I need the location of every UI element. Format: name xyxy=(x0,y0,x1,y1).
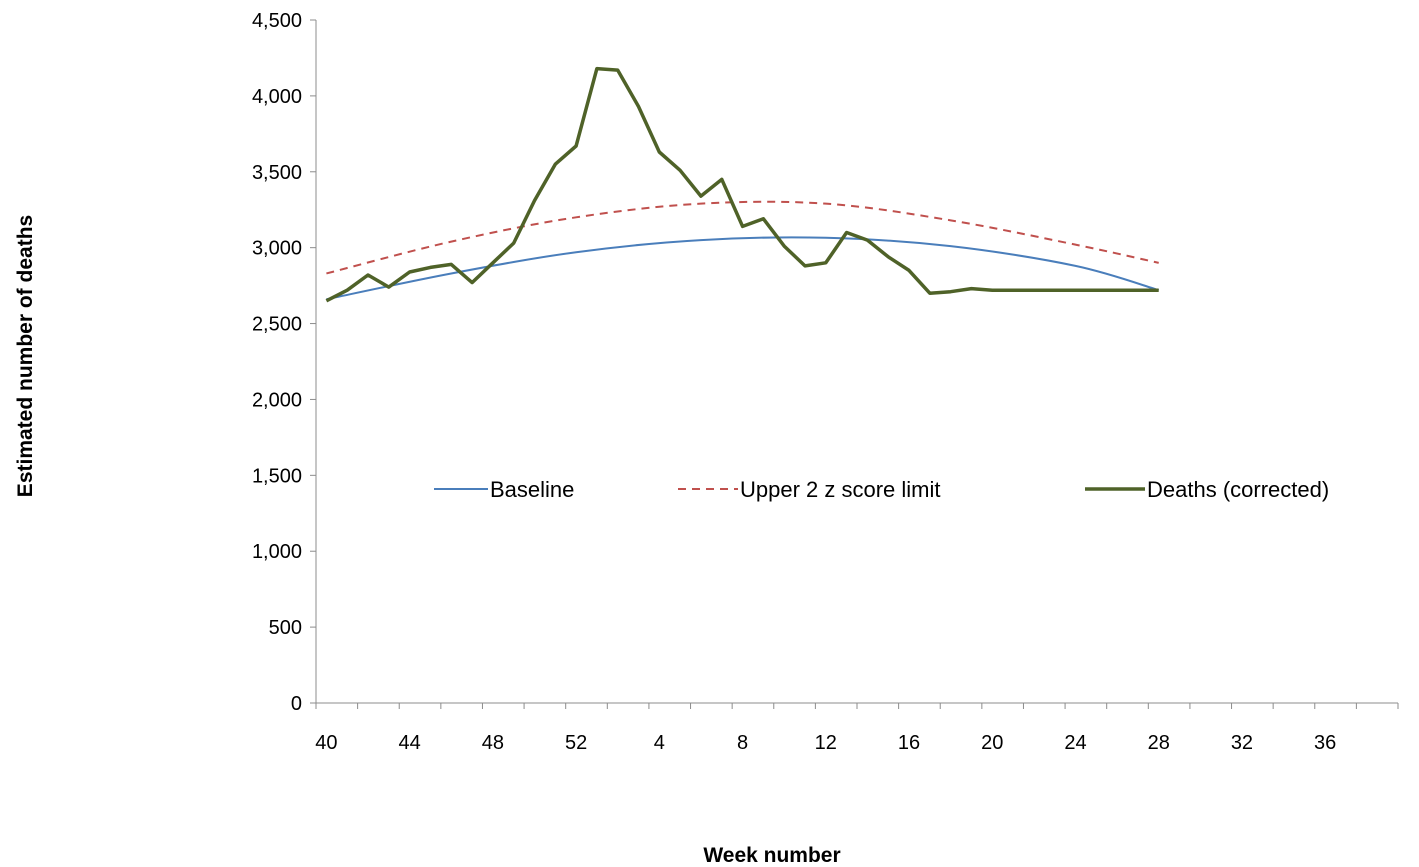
x-tick-label: 8 xyxy=(737,732,748,754)
x-tick-label: 12 xyxy=(815,732,837,754)
y-tick-label: 2,000 xyxy=(252,389,302,411)
y-tick-label: 1,500 xyxy=(252,465,302,487)
series-line-2 xyxy=(326,200,1159,275)
y-tick-label: 0 xyxy=(291,693,302,715)
legend-label: Upper 2 z score limit xyxy=(740,477,941,502)
legend-item: Deaths (corrected) xyxy=(1085,477,1329,502)
y-tick-label: 3,000 xyxy=(252,238,302,260)
x-axis-title: Week number xyxy=(703,844,840,867)
series-layer xyxy=(325,66,1159,303)
x-tick-label: 32 xyxy=(1231,732,1253,754)
legend-item: Baseline xyxy=(434,477,574,502)
y-tick-label: 2,500 xyxy=(252,314,302,336)
x-tick-label: 4 xyxy=(654,732,665,754)
x-tick-label: 20 xyxy=(981,732,1003,754)
legend-item: Upper 2 z score limit xyxy=(678,477,941,502)
x-tick-label: 36 xyxy=(1314,732,1336,754)
legend-label: Baseline xyxy=(490,477,574,502)
legend: Baseline Upper 2 z score limit Deaths (cor… xyxy=(434,477,1329,502)
y-tick-label: 4,000 xyxy=(252,86,302,108)
x-tick-label: 16 xyxy=(898,732,920,754)
y-axis-title: Estimated number of deaths xyxy=(14,215,37,497)
x-tick-label: 24 xyxy=(1064,732,1086,754)
axes: 0 500 1,000 1,500 2,000 2,500 3,000 3,500 4,000 4… xyxy=(252,10,1399,754)
x-tick-label: 44 xyxy=(399,732,421,754)
y-tick-label: 3,500 xyxy=(252,162,302,184)
series-line-3 xyxy=(325,66,1159,303)
x-tick-label: 28 xyxy=(1148,732,1170,754)
x-tick-label: 48 xyxy=(482,732,504,754)
y-tick-label: 500 xyxy=(269,617,302,639)
x-tick-label: 40 xyxy=(315,732,337,754)
x-tick-label: 52 xyxy=(565,732,587,754)
legend-label: Deaths (corrected) xyxy=(1147,477,1329,502)
y-tick-label: 1,000 xyxy=(252,541,302,563)
y-tick-label: 4,500 xyxy=(252,10,302,32)
